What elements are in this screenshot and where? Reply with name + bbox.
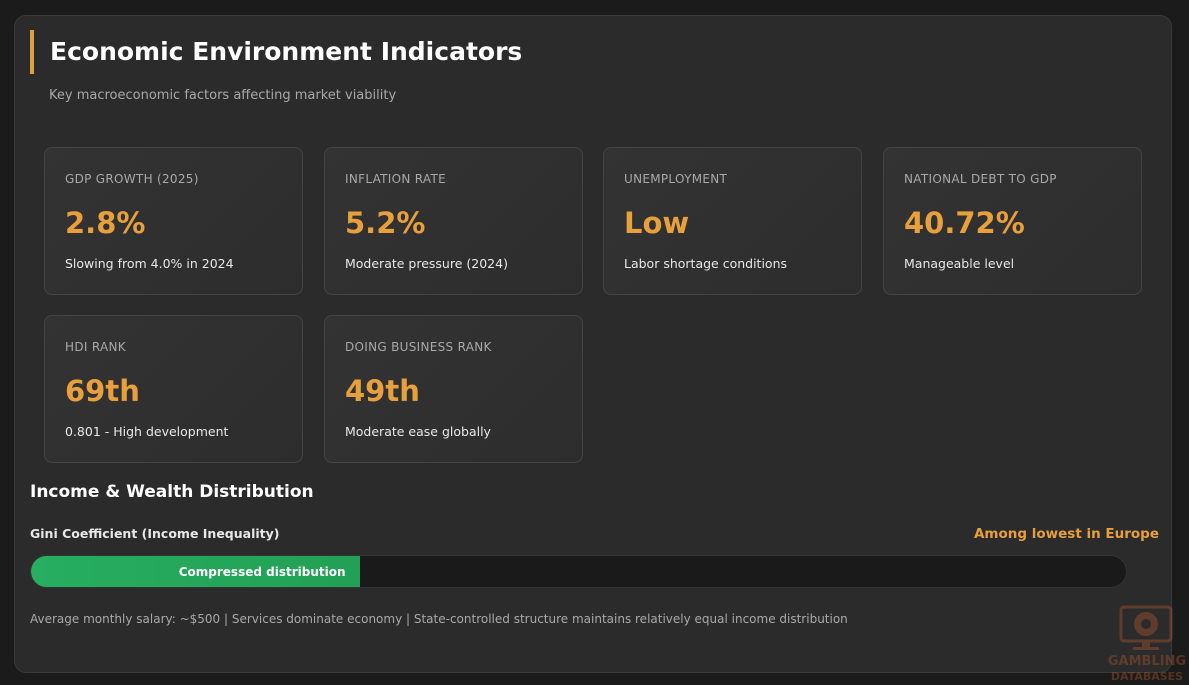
card-desc: Labor shortage conditions bbox=[624, 256, 788, 271]
gambling-databases-logo: GAMBLING DATABASES bbox=[1108, 605, 1186, 683]
card-value: 40.72% bbox=[904, 206, 1025, 240]
page-subtitle: Key macroeconomic factors affecting mark… bbox=[49, 88, 397, 103]
card-desc: 0.801 - High development bbox=[65, 424, 229, 439]
gini-bar-label: Compressed distribution bbox=[178, 564, 346, 579]
card-desc: Moderate pressure (2024) bbox=[345, 256, 508, 271]
card-label: HDI RANK bbox=[65, 340, 126, 354]
card-desc: Moderate ease globally bbox=[345, 424, 491, 439]
indicator-card: HDI RANK 69th 0.801 - High development bbox=[44, 315, 303, 463]
card-value: 5.2% bbox=[345, 206, 426, 240]
income-section-title: Income & Wealth Distribution bbox=[30, 482, 314, 502]
indicator-card: INFLATION RATE 5.2% Moderate pressure (202… bbox=[324, 147, 583, 295]
indicator-card: UNEMPLOYMENT Low Labor shortage conditions bbox=[603, 147, 862, 295]
gini-note: Among lowest in Europe bbox=[973, 526, 1159, 542]
card-label: NATIONAL DEBT TO GDP bbox=[904, 172, 1057, 186]
indicator-card: NATIONAL DEBT TO GDP 40.72% Manageable lev… bbox=[883, 147, 1142, 295]
gini-bar: Compressed distribution bbox=[30, 555, 1127, 588]
card-value: Low bbox=[624, 206, 690, 240]
card-label: DOING BUSINESS RANK bbox=[345, 340, 492, 354]
gini-label: Gini Coefficient (Income Inequality) bbox=[30, 526, 280, 541]
income-footnote: Average monthly salary: ~$500 | Services… bbox=[30, 612, 848, 626]
svg-text:DATABASES: DATABASES bbox=[1111, 670, 1183, 683]
card-desc: Slowing from 4.0% in 2024 bbox=[65, 256, 234, 271]
card-value: 49th bbox=[345, 374, 420, 408]
card-label: INFLATION RATE bbox=[345, 172, 447, 186]
gini-bar-fill: Compressed distribution bbox=[31, 556, 360, 587]
card-desc: Manageable level bbox=[904, 256, 1015, 271]
page-title: Economic Environment Indicators bbox=[50, 37, 523, 66]
indicator-card: GDP GROWTH (2025) 2.8% Slowing from 4.0% i… bbox=[44, 147, 303, 295]
svg-text:GAMBLING: GAMBLING bbox=[1108, 654, 1186, 669]
card-value: 69th bbox=[65, 374, 140, 408]
title-accent: Economic Environment Indicators bbox=[30, 30, 522, 74]
indicator-card: DOING BUSINESS RANK 49th Moderate ease glo… bbox=[324, 315, 583, 463]
card-value: 2.8% bbox=[65, 206, 146, 240]
card-label: GDP GROWTH (2025) bbox=[65, 172, 199, 186]
card-label: UNEMPLOYMENT bbox=[624, 172, 728, 186]
